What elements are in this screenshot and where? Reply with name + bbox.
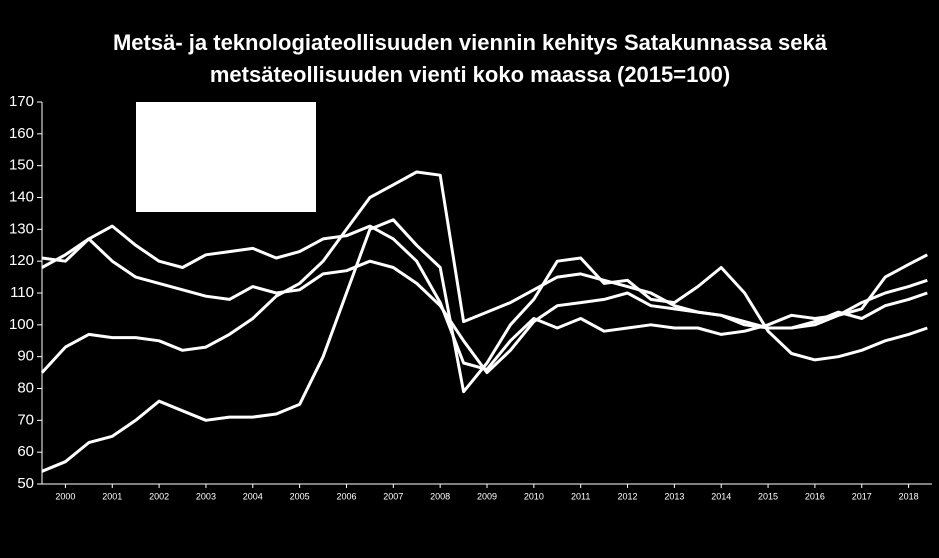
x-tick-label: 2012 bbox=[618, 491, 638, 501]
y-tick-label: 70 bbox=[17, 411, 34, 428]
y-tick-label: 80 bbox=[17, 379, 34, 396]
y-tick-label: 160 bbox=[9, 125, 34, 142]
x-tick-label: 2000 bbox=[55, 491, 75, 501]
x-tick-label: 2006 bbox=[336, 491, 356, 501]
line-series bbox=[41, 224, 928, 371]
line-series bbox=[41, 218, 928, 473]
y-tick-label: 50 bbox=[17, 475, 34, 492]
x-tick-label: 2011 bbox=[571, 491, 590, 501]
x-tick-label: 2001 bbox=[102, 491, 122, 501]
x-tick-label: 2013 bbox=[664, 491, 684, 501]
x-tick-label: 2009 bbox=[477, 491, 497, 501]
x-tick-label: 2005 bbox=[290, 491, 310, 501]
y-tick-label: 130 bbox=[9, 220, 34, 237]
line-series bbox=[41, 237, 928, 375]
x-tick-label: 2010 bbox=[524, 491, 544, 501]
chart-title: Metsä- ja teknologiateollisuuden viennin… bbox=[113, 30, 828, 55]
x-tick-label: 2016 bbox=[805, 491, 825, 501]
chart-title: metsäteollisuuden vienti koko maassa (20… bbox=[210, 62, 730, 87]
y-tick-label: 140 bbox=[9, 188, 34, 205]
x-tick-label: 2018 bbox=[899, 491, 919, 501]
x-tick-label: 2017 bbox=[852, 491, 872, 501]
legend-box bbox=[136, 102, 316, 212]
x-tick-label: 2008 bbox=[430, 491, 450, 501]
x-tick-label: 2004 bbox=[243, 491, 263, 501]
x-tick-label: 2007 bbox=[383, 491, 403, 501]
x-tick-label: 2003 bbox=[196, 491, 216, 501]
y-tick-label: 90 bbox=[17, 348, 34, 365]
x-tick-label: 2002 bbox=[149, 491, 169, 501]
y-tick-label: 120 bbox=[9, 252, 34, 269]
y-tick-label: 110 bbox=[10, 284, 34, 301]
y-tick-label: 170 bbox=[9, 93, 34, 110]
y-tick-label: 100 bbox=[9, 316, 34, 333]
y-tick-label: 60 bbox=[17, 443, 34, 460]
y-tick-label: 150 bbox=[9, 157, 34, 174]
x-tick-label: 2015 bbox=[758, 491, 778, 501]
x-tick-label: 2014 bbox=[711, 491, 731, 501]
